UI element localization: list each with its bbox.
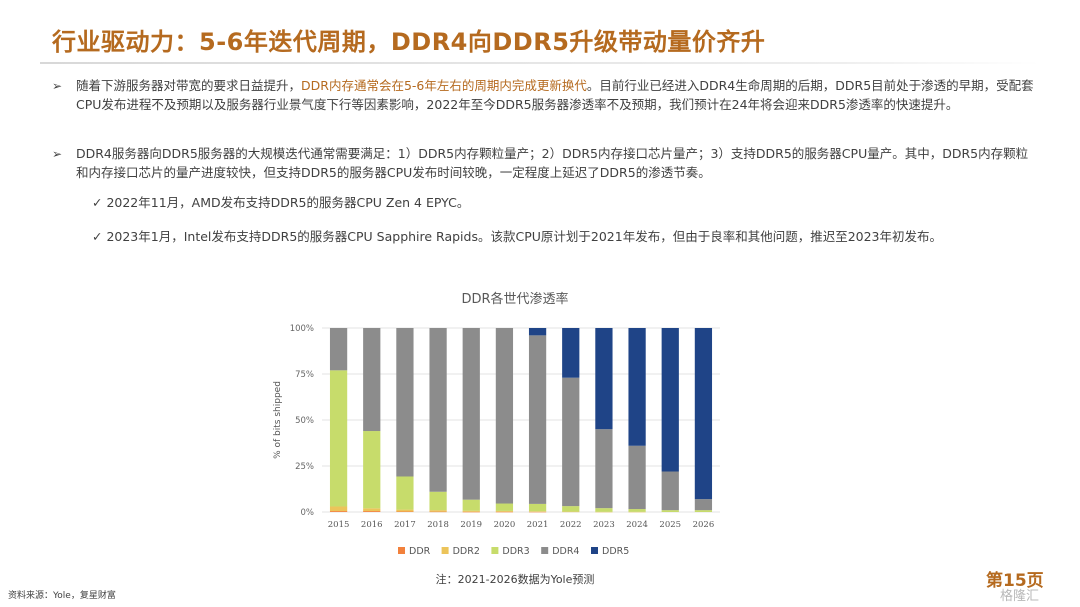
legend-label-ddr2: DDR2 xyxy=(453,546,480,557)
x-tick-label: 2016 xyxy=(361,520,383,530)
x-tick-label: 2020 xyxy=(494,520,516,530)
bar-segment-ddr4-2015 xyxy=(329,328,348,371)
bar-segment-ddr-2017 xyxy=(396,511,414,512)
legend-swatch-ddr3 xyxy=(491,547,499,554)
bar-segment-ddr2-2024 xyxy=(628,511,646,513)
x-tick-label: 2021 xyxy=(527,520,549,530)
bar-segment-ddr3-2024 xyxy=(628,509,646,512)
paragraph-1-part-a: 随着下游服务器对带宽的要求日益提升， xyxy=(76,78,302,93)
bar-segment-ddr4-2019 xyxy=(462,328,480,500)
x-tick-label: 2019 xyxy=(460,520,482,530)
bar-segment-ddr-2016 xyxy=(363,511,381,512)
y-tick-label: 100% xyxy=(290,324,314,334)
legend-swatch-ddr2 xyxy=(441,547,449,554)
legend-label-ddr: DDR xyxy=(409,546,431,557)
bar-segment-ddr2-2018 xyxy=(429,510,447,512)
bar-segment-ddr4-2022 xyxy=(562,377,580,507)
bar-segment-ddr5-2024 xyxy=(628,328,646,446)
bar-segment-ddr4-2017 xyxy=(396,328,414,477)
checklist-item-intel: ✓ 2023年1月，Intel发布支持DDR5的服务器CPU Sapphire … xyxy=(92,229,943,244)
x-tick-label: 2024 xyxy=(626,520,648,530)
bar-segment-ddr2-2022 xyxy=(562,511,580,513)
bar-segment-ddr5-2026 xyxy=(694,328,713,500)
y-tick-label: 0% xyxy=(301,508,315,518)
bar-segment-ddr3-2015 xyxy=(329,370,348,507)
legend-label-ddr4: DDR4 xyxy=(552,546,579,557)
title-divider xyxy=(40,62,1040,64)
bar-segment-ddr4-2023 xyxy=(595,429,613,509)
x-tick-label: 2026 xyxy=(693,520,715,530)
bar-segment-ddr4-2026 xyxy=(694,499,713,511)
bar-segment-ddr-2015 xyxy=(329,511,348,512)
bar-segment-ddr2-2023 xyxy=(595,511,613,513)
bar-segment-ddr3-2021 xyxy=(528,503,547,512)
y-tick-label: 50% xyxy=(295,416,314,426)
paragraph-1-part-b: 。目前行业已经进入DDR4生命周期的后期，DDR5目前处于渗透的早期，受配套CP… xyxy=(76,78,1034,112)
checklist-item-amd: ✓ 2022年11月，AMD发布支持DDR5的服务器CPU Zen 4 EPYC… xyxy=(92,195,470,210)
bar-segment-ddr2-2017 xyxy=(396,509,414,512)
bar-segment-ddr3-2026 xyxy=(694,510,713,512)
paragraph-2: DDR4服务器向DDR5服务器的大规模迭代通常需要满足：1）DDR5内存颗粒量产… xyxy=(76,146,1029,180)
bar-segment-ddr3-2016 xyxy=(363,431,381,509)
bar-segment-ddr2-2020 xyxy=(495,510,514,512)
legend-label-ddr3: DDR3 xyxy=(502,546,529,557)
x-tick-label: 2022 xyxy=(560,520,582,530)
bar-segment-ddr4-2016 xyxy=(363,328,381,432)
bar-segment-ddr-2018 xyxy=(429,511,447,513)
bullet-icon: ➢ xyxy=(52,147,63,161)
bar-segment-ddr2-2019 xyxy=(462,510,480,512)
x-tick-label: 2023 xyxy=(593,520,615,530)
bar-segment-ddr3-2018 xyxy=(429,491,447,511)
bar-segment-ddr3-2023 xyxy=(595,508,613,512)
bar-segment-ddr3-2017 xyxy=(396,476,414,510)
paragraph-1: 随着下游服务器对带宽的要求日益提升，DDR内存通常会在5-6年左右的周期内完成更… xyxy=(76,76,1036,114)
bar-segment-ddr4-2020 xyxy=(495,328,514,504)
bar-segment-ddr2-2015 xyxy=(329,506,348,512)
bar-segment-ddr-2019 xyxy=(462,511,480,513)
bar-segment-ddr4-2021 xyxy=(528,335,547,504)
x-tick-label: 2025 xyxy=(659,520,681,530)
bar-segment-ddr-2021 xyxy=(528,511,547,513)
legend-swatch-ddr4 xyxy=(541,547,549,554)
bar-segment-ddr2-2016 xyxy=(363,508,381,512)
bar-segment-ddr2-2021 xyxy=(528,511,547,512)
legend-swatch-ddr xyxy=(398,547,405,554)
bar-segment-ddr3-2020 xyxy=(495,503,514,511)
legend-label-ddr5: DDR5 xyxy=(602,546,629,557)
page-title: 行业驱动力：5-6年迭代周期，DDR4向DDR5升级带动量价齐升 xyxy=(52,28,766,56)
x-tick-label: 2015 xyxy=(328,520,350,530)
x-tick-label: 2017 xyxy=(394,520,416,530)
legend-swatch-ddr5 xyxy=(591,547,598,554)
bar-segment-ddr3-2025 xyxy=(661,510,679,512)
bar-segment-ddr4-2025 xyxy=(661,471,679,511)
chart-footnote: 注：2021-2026数据为Yole预测 xyxy=(435,573,595,586)
y-tick-label: 75% xyxy=(295,370,314,380)
watermark-logo: 格隆汇 xyxy=(1000,589,1040,604)
paragraph-1-highlight: DDR内存通常会在5-6年左右的周期内完成更新换代 xyxy=(301,78,587,93)
bar-segment-ddr3-2022 xyxy=(562,506,580,512)
page-number: 第15页 xyxy=(986,571,1044,591)
bar-segment-ddr-2020 xyxy=(495,511,514,513)
x-tick-label: 2018 xyxy=(427,520,449,530)
y-axis-label: % of bits shipped xyxy=(273,381,283,459)
bar-segment-ddr4-2024 xyxy=(628,445,646,510)
ddr-penetration-chart: 0% 25% 50% 75% 100% % of bits shipped 2015 2016… xyxy=(273,324,720,557)
bar-segment-ddr5-2021 xyxy=(528,328,547,336)
bar-segment-ddr5-2022 xyxy=(562,328,580,378)
bar-segment-ddr3-2019 xyxy=(462,499,480,511)
bar-segment-ddr5-2025 xyxy=(661,328,679,472)
y-tick-label: 25% xyxy=(295,462,314,472)
bar-segment-ddr4-2018 xyxy=(429,328,447,492)
bullet-icon: ➢ xyxy=(52,79,63,93)
bar-segment-ddr5-2023 xyxy=(595,328,613,430)
source-note: 资料来源：Yole，复星财富 xyxy=(8,591,116,601)
chart-title: DDR各世代渗透率 xyxy=(461,292,569,307)
